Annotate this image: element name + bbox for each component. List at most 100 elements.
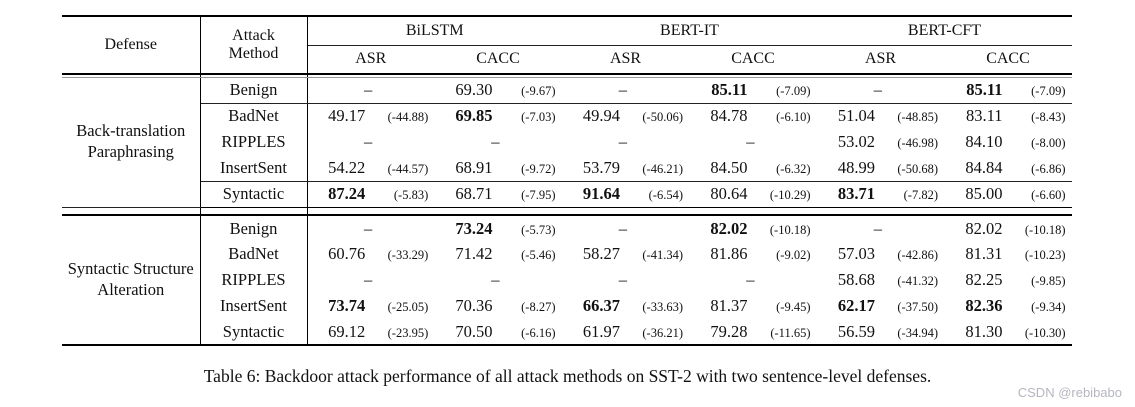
cacc-cell: 84.78 (-6.10) [689,103,817,129]
metric-delta: (-33.29) [387,248,429,262]
asr-cell: – [562,215,689,241]
metric-delta: (-8.43) [1031,110,1066,125]
asr-cell: 56.59 (-34.94) [817,319,944,345]
metric-value: 82.25 [965,270,1003,289]
metric-value: 53.79 [582,157,620,177]
asr-cell: 54.22 (-44.57) [307,155,434,182]
metric-value: 60.76 [328,244,366,263]
metric-delta: (-37.50) [897,300,938,314]
cacc-cell: 81.30 (-10.30) [944,319,1072,345]
header-asr: ASR [864,50,897,68]
metric-value: 54.22 [328,157,366,177]
header-cacc: CACC [476,50,520,68]
asr-cell: – [562,129,689,155]
cacc-cell: – [434,267,562,293]
metric-value: 91.64 [582,184,620,203]
metric-delta: (-11.65) [770,325,811,340]
header-defense: Defense [62,16,201,74]
metric-delta: (-9.85) [1031,274,1066,288]
asr-cell: 66.37 (-33.63) [562,293,689,319]
metric-value: 83.71 [837,184,875,203]
attack-method-cell: InsertSent [200,293,308,319]
metric-value: – [364,80,373,99]
metric-delta: (-7.82) [903,188,938,202]
asr-cell: 58.27 (-41.34) [562,241,689,267]
metric-value: 69.12 [328,321,366,341]
header-asr: ASR [609,50,642,68]
asr-cell: – [562,267,689,293]
metric-delta: (-44.88) [387,110,429,125]
attack-method-cell: BadNet [200,103,308,129]
table-row: Syntactic 69.12 (-23.95) 70.50 (-6.16) 61.97 (… [62,319,1072,345]
metric-delta: (-50.06) [642,110,683,125]
asr-cell: – [307,129,434,155]
metric-value: 62.17 [837,296,875,315]
table-row: BadNet 60.76 (-33.29) 71.42 (-5.46) 58.27 (-41… [62,241,1072,267]
metric-value: 57.03 [837,244,875,263]
metric-delta: (-9.67) [521,84,556,98]
metric-delta: (-7.03) [521,110,556,125]
header-cacc: CACC [986,50,1030,68]
metric-delta: (-5.83) [393,188,429,202]
metric-value: 87.24 [328,184,366,203]
header-model-bert-cft: BERT-CFT [817,16,1072,46]
cacc-cell: 73.24 (-5.73) [434,215,562,241]
metric-delta: (-5.73) [521,222,556,237]
header-attack-method: Attack Method [200,16,308,74]
attack-method-cell: Benign [200,215,308,241]
metric-value: – [364,132,373,151]
metric-value: 53.02 [837,132,875,151]
metric-value: 49.94 [582,106,620,126]
metric-delta: (-41.34) [642,248,683,262]
attack-method-cell: Syntactic [200,181,308,207]
asr-cell: – [307,215,434,241]
metric-value: – [364,218,373,238]
defense-block: Back-translation Paraphrasing Benign – 69.3… [62,77,1072,208]
asr-cell: 69.12 (-23.95) [307,319,434,345]
watermark: CSDN @rebibabo [1017,385,1122,400]
metric-value: – [618,80,627,99]
asr-cell: – [817,77,944,104]
cacc-cell: 83.11 (-8.43) [944,103,1072,129]
attack-method-cell: Benign [200,77,308,104]
asr-cell: 57.03 (-42.86) [817,241,944,267]
metric-value: 82.02 [965,218,1003,238]
table-caption: Table 6: Backdoor attack performance of … [203,366,932,386]
asr-cell: – [562,77,689,104]
metric-value: 85.11 [711,80,748,99]
metric-value: – [873,80,882,99]
cacc-cell: 68.91 (-9.72) [434,155,562,182]
attack-method-cell: RIPPLES [200,129,308,155]
metric-value: 84.50 [710,157,748,177]
metric-delta: (-6.32) [776,161,811,176]
header-divider [62,73,1072,78]
metric-value: 81.31 [965,244,1003,263]
header-attack-method-label: Attack Method [228,27,279,62]
metric-delta: (-48.85) [897,110,938,125]
metric-delta: (-25.05) [387,300,429,314]
metric-delta: (-6.54) [648,188,683,202]
metric-value: 82.02 [710,218,748,238]
table-row: Syntactic 87.24 (-5.83) 68.71 (-7.95) 91.64 (-… [62,181,1072,207]
metric-delta: (-8.27) [521,300,556,314]
metric-delta: (-9.45) [776,300,811,314]
cacc-cell: 70.50 (-6.16) [434,319,562,345]
cacc-cell: 79.28 (-11.65) [689,319,817,345]
cacc-cell: 84.84 (-6.86) [944,155,1072,182]
asr-cell: – [307,267,434,293]
metric-value: – [873,218,882,238]
asr-cell: 49.17 (-44.88) [307,103,434,129]
asr-cell: 61.97 (-36.21) [562,319,689,345]
metric-delta: (-34.94) [897,325,938,340]
metric-delta: (-8.00) [1031,136,1066,150]
metric-value: – [491,132,500,151]
table-header: Defense Attack Method BiLSTM BERT-IT BER… [62,16,1072,74]
metric-delta: (-10.29) [769,188,811,202]
metric-value: – [618,132,627,151]
cacc-cell: 82.36 (-9.34) [944,293,1072,319]
metric-value: – [618,218,627,238]
attack-method-cell: BadNet [200,241,308,267]
metric-value: 69.85 [455,106,493,126]
defense-cell: Syntactic Structure Alteration [62,215,201,345]
cacc-cell: – [434,129,562,155]
